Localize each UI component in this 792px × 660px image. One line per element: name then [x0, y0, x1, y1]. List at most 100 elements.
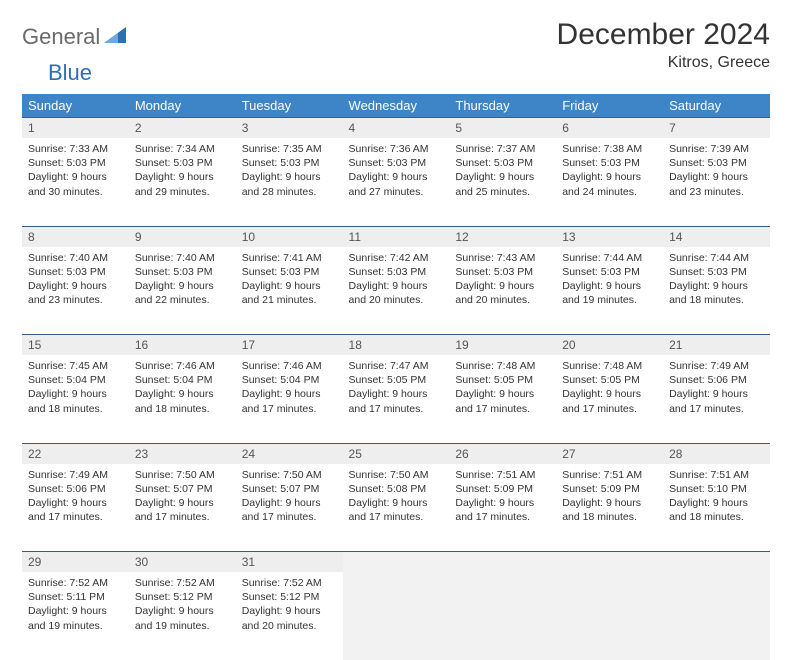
sunrise-text: Sunrise: 7:33 AM [28, 142, 123, 156]
sunset-text: Sunset: 5:05 PM [562, 373, 657, 387]
day-number-cell [343, 552, 450, 573]
daylight-text-1: Daylight: 9 hours [349, 170, 444, 184]
sunrise-text: Sunrise: 7:39 AM [669, 142, 764, 156]
daylight-text-1: Daylight: 9 hours [669, 387, 764, 401]
sunset-text: Sunset: 5:11 PM [28, 590, 123, 604]
sunset-text: Sunset: 5:05 PM [455, 373, 550, 387]
day-cell [343, 572, 450, 660]
daylight-text-2: and 17 minutes. [135, 510, 230, 524]
sunset-text: Sunset: 5:12 PM [242, 590, 337, 604]
day-number-cell: 5 [449, 118, 556, 139]
day-cell: Sunrise: 7:51 AMSunset: 5:10 PMDaylight:… [663, 464, 770, 552]
sunrise-text: Sunrise: 7:46 AM [242, 359, 337, 373]
calendar-table: Sunday Monday Tuesday Wednesday Thursday… [22, 94, 770, 660]
daylight-text-2: and 22 minutes. [135, 293, 230, 307]
daylight-text-2: and 30 minutes. [28, 185, 123, 199]
sunset-text: Sunset: 5:03 PM [455, 156, 550, 170]
daylight-text-1: Daylight: 9 hours [242, 496, 337, 510]
daylight-text-1: Daylight: 9 hours [455, 387, 550, 401]
daylight-text-1: Daylight: 9 hours [349, 496, 444, 510]
day-number-cell: 28 [663, 443, 770, 464]
day-cell: Sunrise: 7:46 AMSunset: 5:04 PMDaylight:… [236, 355, 343, 443]
day-number-cell: 3 [236, 118, 343, 139]
weekday-header: Friday [556, 94, 663, 118]
weekday-header: Saturday [663, 94, 770, 118]
location-label: Kitros, Greece [557, 54, 770, 72]
daylight-text-1: Daylight: 9 hours [28, 170, 123, 184]
daylight-text-2: and 18 minutes. [28, 402, 123, 416]
day-number-cell: 18 [343, 335, 450, 356]
day-cell: Sunrise: 7:37 AMSunset: 5:03 PMDaylight:… [449, 138, 556, 226]
sunset-text: Sunset: 5:04 PM [135, 373, 230, 387]
sunrise-text: Sunrise: 7:34 AM [135, 142, 230, 156]
day-number-cell: 23 [129, 443, 236, 464]
sunset-text: Sunset: 5:03 PM [562, 265, 657, 279]
day-cell [449, 572, 556, 660]
day-content-row: Sunrise: 7:40 AMSunset: 5:03 PMDaylight:… [22, 247, 770, 335]
day-number-cell: 24 [236, 443, 343, 464]
sunset-text: Sunset: 5:03 PM [669, 265, 764, 279]
day-content-row: Sunrise: 7:52 AMSunset: 5:11 PMDaylight:… [22, 572, 770, 660]
day-content-row: Sunrise: 7:33 AMSunset: 5:03 PMDaylight:… [22, 138, 770, 226]
daylight-text-1: Daylight: 9 hours [349, 387, 444, 401]
day-number-cell: 11 [343, 226, 450, 247]
day-number-cell: 6 [556, 118, 663, 139]
day-cell: Sunrise: 7:39 AMSunset: 5:03 PMDaylight:… [663, 138, 770, 226]
daylight-text-2: and 18 minutes. [135, 402, 230, 416]
day-number-row: 22232425262728 [22, 443, 770, 464]
day-number-cell: 4 [343, 118, 450, 139]
sunset-text: Sunset: 5:03 PM [28, 265, 123, 279]
day-cell: Sunrise: 7:50 AMSunset: 5:07 PMDaylight:… [236, 464, 343, 552]
sunrise-text: Sunrise: 7:45 AM [28, 359, 123, 373]
sunrise-text: Sunrise: 7:49 AM [669, 359, 764, 373]
sunset-text: Sunset: 5:06 PM [669, 373, 764, 387]
day-cell: Sunrise: 7:33 AMSunset: 5:03 PMDaylight:… [22, 138, 129, 226]
day-cell: Sunrise: 7:40 AMSunset: 5:03 PMDaylight:… [129, 247, 236, 335]
day-cell: Sunrise: 7:49 AMSunset: 5:06 PMDaylight:… [663, 355, 770, 443]
day-cell: Sunrise: 7:41 AMSunset: 5:03 PMDaylight:… [236, 247, 343, 335]
day-cell [663, 572, 770, 660]
daylight-text-2: and 17 minutes. [28, 510, 123, 524]
daylight-text-2: and 18 minutes. [669, 293, 764, 307]
sunrise-text: Sunrise: 7:52 AM [242, 576, 337, 590]
day-number-cell: 20 [556, 335, 663, 356]
weekday-header: Wednesday [343, 94, 450, 118]
day-number-row: 15161718192021 [22, 335, 770, 356]
sunset-text: Sunset: 5:06 PM [28, 482, 123, 496]
day-content-row: Sunrise: 7:49 AMSunset: 5:06 PM Daylight:… [22, 464, 770, 552]
sunrise-text: Sunrise: 7:50 AM [135, 468, 230, 482]
daylight-text-1: Daylight: 9 hours [242, 387, 337, 401]
day-number-cell: 8 [22, 226, 129, 247]
day-number-cell [663, 552, 770, 573]
daylight-text-1: Daylight: 9 hours [669, 170, 764, 184]
sunrise-text: Sunrise: 7:50 AM [349, 468, 444, 482]
daylight-text-2: and 17 minutes. [242, 402, 337, 416]
sunset-text: Sunset: 5:07 PM [135, 482, 230, 496]
day-cell: Sunrise: 7:52 AMSunset: 5:11 PMDaylight:… [22, 572, 129, 660]
sunset-text: Sunset: 5:03 PM [242, 265, 337, 279]
day-cell: Sunrise: 7:50 AMSunset: 5:07 PMDaylight:… [129, 464, 236, 552]
daylight-text-1: Daylight: 9 hours [455, 170, 550, 184]
day-cell: Sunrise: 7:51 AMSunset: 5:09 PMDaylight:… [556, 464, 663, 552]
day-number-cell: 14 [663, 226, 770, 247]
sunrise-text: Sunrise: 7:48 AM [455, 359, 550, 373]
day-number-cell: 25 [343, 443, 450, 464]
sunset-text: Sunset: 5:04 PM [242, 373, 337, 387]
day-cell: Sunrise: 7:38 AMSunset: 5:03 PMDaylight:… [556, 138, 663, 226]
day-number-cell: 12 [449, 226, 556, 247]
daylight-text-2: and 18 minutes. [669, 510, 764, 524]
day-cell: Sunrise: 7:46 AMSunset: 5:04 PMDaylight:… [129, 355, 236, 443]
sunset-text: Sunset: 5:10 PM [669, 482, 764, 496]
day-number-cell: 19 [449, 335, 556, 356]
brand-triangle-icon [104, 27, 126, 48]
daylight-text-2: and 17 minutes. [669, 402, 764, 416]
sunset-text: Sunset: 5:03 PM [135, 265, 230, 279]
day-number-cell: 9 [129, 226, 236, 247]
day-number-cell: 30 [129, 552, 236, 573]
day-number-cell: 10 [236, 226, 343, 247]
sunrise-text: Sunrise: 7:41 AM [242, 251, 337, 265]
daylight-text-2: and 23 minutes. [669, 185, 764, 199]
sunrise-text: Sunrise: 7:37 AM [455, 142, 550, 156]
day-cell: Sunrise: 7:47 AMSunset: 5:05 PMDaylight:… [343, 355, 450, 443]
sunrise-text: Sunrise: 7:49 AM [28, 468, 123, 482]
